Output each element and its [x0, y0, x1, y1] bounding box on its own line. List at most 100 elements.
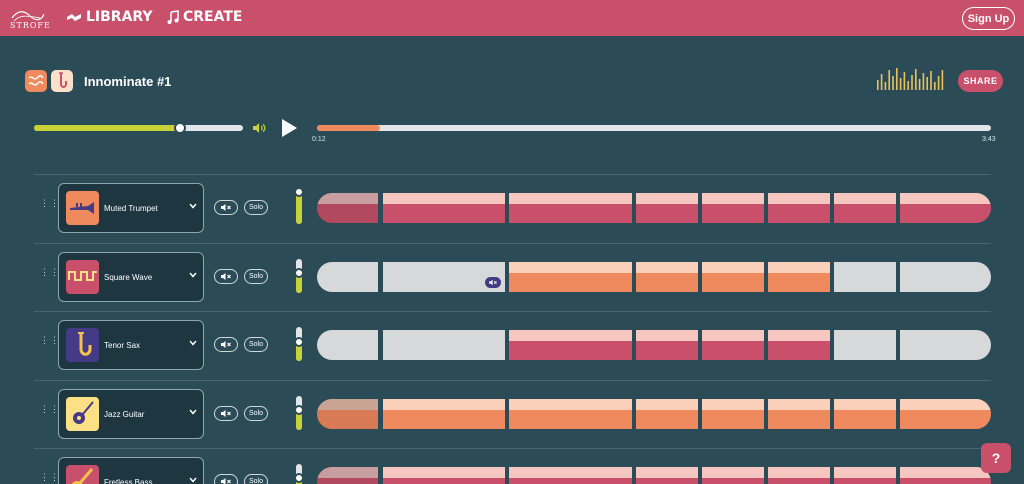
pattern-segment[interactable] [702, 193, 764, 223]
pattern-segment[interactable] [702, 399, 764, 429]
playback-progress-bar[interactable] [317, 125, 991, 131]
pattern-segment[interactable] [834, 193, 896, 223]
pattern-segment[interactable] [383, 193, 505, 223]
pattern-segment[interactable] [317, 193, 378, 223]
share-button[interactable]: SHARE [958, 70, 1003, 92]
track-volume-knob[interactable] [294, 405, 304, 415]
pattern-segment[interactable] [834, 330, 896, 360]
mute-button[interactable] [214, 337, 238, 352]
pattern-segment[interactable] [900, 399, 991, 429]
pattern-segment[interactable] [317, 467, 378, 484]
master-volume-slider[interactable] [34, 122, 243, 134]
pattern-segment[interactable] [383, 399, 505, 429]
pattern-segment[interactable] [383, 330, 505, 360]
instrument-selector[interactable]: Jazz Guitar [58, 389, 204, 439]
track-lane[interactable] [317, 399, 991, 429]
drag-handle-icon[interactable]: ⋮⋮ [40, 404, 60, 414]
mute-button[interactable] [214, 474, 238, 484]
strofe-logo-icon[interactable] [10, 6, 46, 30]
mute-button[interactable] [214, 269, 238, 284]
drag-handle-icon[interactable]: ⋮⋮ [40, 472, 60, 482]
pattern-segment[interactable] [768, 467, 830, 484]
track-volume-slider[interactable] [294, 396, 304, 430]
pattern-segment[interactable] [636, 193, 698, 223]
pattern-segment[interactable] [636, 399, 698, 429]
solo-button[interactable]: Solo [244, 269, 268, 284]
sign-up-button[interactable]: Sign Up [962, 7, 1015, 30]
nav-library-link[interactable]: LIBRARY [66, 9, 153, 25]
solo-button[interactable]: Solo [244, 474, 268, 484]
pattern-segment[interactable] [834, 467, 896, 484]
track-volume-slider[interactable] [294, 464, 304, 484]
segment-mute-icon[interactable] [485, 277, 501, 288]
song-mood-icon[interactable] [25, 70, 47, 92]
track-volume-slider[interactable] [294, 327, 304, 361]
mute-speaker-icon [221, 273, 231, 280]
pattern-segment[interactable] [636, 330, 698, 360]
pattern-segment[interactable] [900, 330, 991, 360]
pattern-segment[interactable] [834, 262, 896, 292]
play-button[interactable] [280, 118, 298, 138]
track-volume-knob[interactable] [294, 187, 304, 197]
pattern-segment[interactable] [768, 262, 830, 292]
track-lane[interactable] [317, 193, 991, 223]
solo-button[interactable]: Solo [244, 200, 268, 215]
segment-highlight [636, 262, 698, 273]
pattern-segment[interactable] [702, 330, 764, 360]
pattern-segment[interactable] [509, 193, 632, 223]
pattern-segment[interactable] [900, 262, 991, 292]
pattern-segment[interactable] [702, 262, 764, 292]
track-volume-slider[interactable] [294, 259, 304, 293]
song-title[interactable]: Innominate #1 [84, 74, 172, 89]
master-volume-fill [34, 125, 181, 131]
pattern-segment[interactable] [900, 193, 991, 223]
track-lane[interactable] [317, 467, 991, 484]
pattern-segment[interactable] [702, 467, 764, 484]
pattern-segment[interactable] [636, 467, 698, 484]
pattern-segment[interactable] [900, 467, 991, 484]
pattern-segment[interactable] [317, 262, 378, 292]
bass-icon [71, 468, 94, 484]
pattern-segment[interactable] [509, 330, 632, 360]
mute-button[interactable] [214, 200, 238, 215]
pattern-segment[interactable] [509, 467, 632, 484]
instrument-selector[interactable]: Muted Trumpet [58, 183, 204, 233]
mute-button[interactable] [214, 406, 238, 421]
solo-button[interactable]: Solo [244, 406, 268, 421]
track-volume-fill [296, 342, 302, 361]
nav-create-link[interactable]: CREATE [167, 9, 242, 25]
help-button[interactable]: ? [981, 443, 1011, 473]
pattern-segment[interactable] [768, 193, 830, 223]
track-volume-slider[interactable] [294, 187, 304, 224]
pattern-segment[interactable] [383, 467, 505, 484]
pattern-segment[interactable] [768, 330, 830, 360]
drag-handle-icon[interactable]: ⋮⋮ [40, 335, 60, 345]
master-volume-knob[interactable] [174, 122, 187, 134]
track-divider [34, 243, 991, 244]
mute-speaker-icon [221, 341, 231, 348]
track-volume-knob[interactable] [294, 473, 304, 483]
drag-handle-icon[interactable]: ⋮⋮ [40, 198, 60, 208]
instrument-selector[interactable]: Fretless Bass [58, 457, 204, 484]
instrument-selector[interactable]: Tenor Sax [58, 320, 204, 370]
pattern-segment[interactable] [768, 399, 830, 429]
pattern-segment[interactable] [834, 399, 896, 429]
pattern-segment[interactable] [383, 262, 505, 292]
speaker-icon[interactable] [252, 122, 266, 134]
track-volume-knob[interactable] [294, 337, 304, 347]
track-volume-fill [296, 273, 302, 293]
track-lane[interactable] [317, 262, 991, 292]
pattern-segment[interactable] [317, 399, 378, 429]
track-lane[interactable] [317, 330, 991, 360]
pattern-segment[interactable] [509, 399, 632, 429]
pattern-segment[interactable] [509, 262, 632, 292]
segment-highlight [383, 399, 505, 410]
drag-handle-icon[interactable]: ⋮⋮ [40, 267, 60, 277]
solo-button[interactable]: Solo [244, 337, 268, 352]
track-volume-knob[interactable] [294, 268, 304, 278]
pattern-segment[interactable] [317, 330, 378, 360]
instrument-selector[interactable]: Square Wave [58, 252, 204, 302]
song-style-icon[interactable] [51, 70, 73, 92]
segment-highlight [702, 193, 764, 204]
pattern-segment[interactable] [636, 262, 698, 292]
